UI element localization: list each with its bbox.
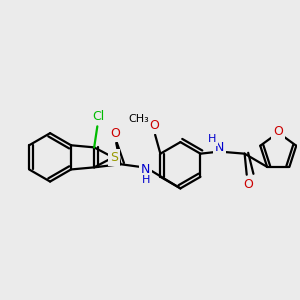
Text: Cl: Cl	[92, 110, 104, 123]
Text: O: O	[110, 127, 120, 140]
Text: O: O	[243, 178, 253, 191]
Text: CH₃: CH₃	[128, 114, 149, 124]
Text: H: H	[142, 175, 150, 185]
Text: O: O	[149, 119, 159, 132]
Text: N: N	[215, 141, 224, 154]
Text: N: N	[141, 163, 150, 176]
Text: O: O	[273, 125, 283, 138]
Text: H: H	[208, 134, 216, 144]
Text: S: S	[110, 151, 118, 164]
